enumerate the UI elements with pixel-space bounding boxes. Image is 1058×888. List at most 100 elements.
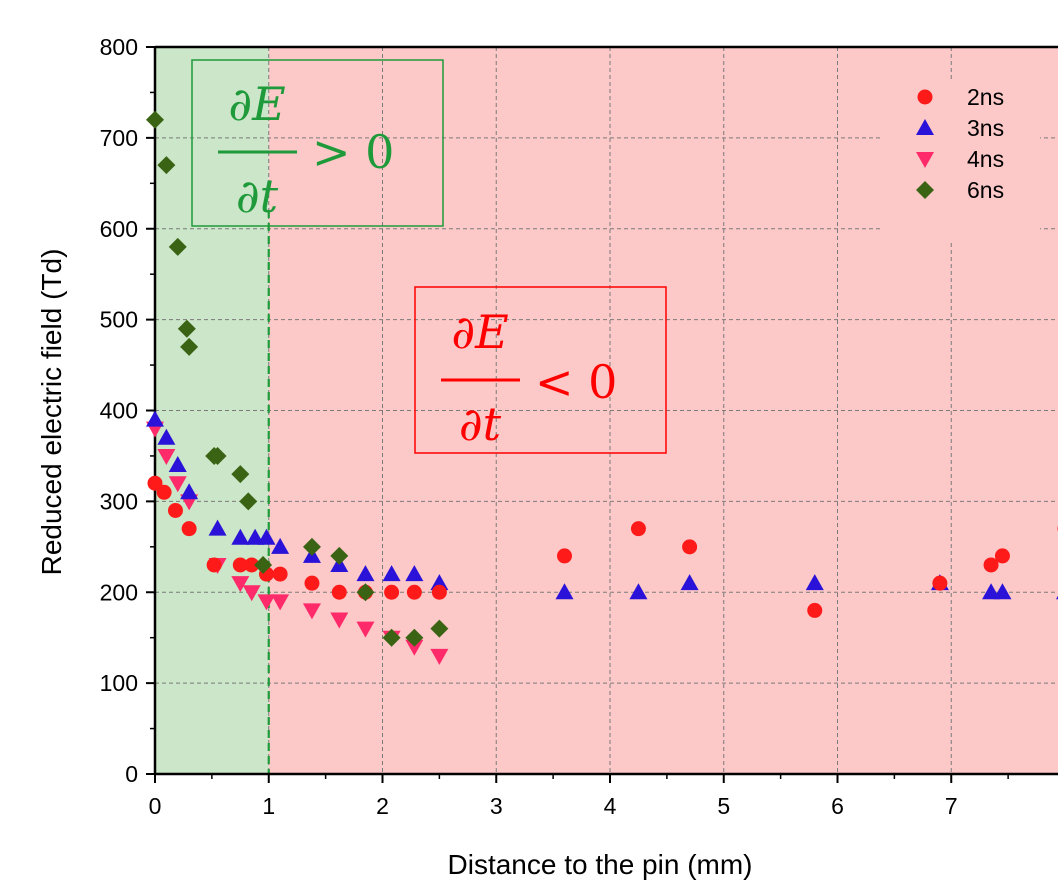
series-2ns <box>147 475 1058 618</box>
data-point <box>180 337 199 356</box>
data-point <box>807 602 823 618</box>
legend-marker <box>916 119 934 135</box>
x-tick-label: 5 <box>717 793 730 819</box>
data-point <box>405 639 424 656</box>
data-point <box>405 628 424 647</box>
data-point <box>356 621 375 638</box>
y-tick-label: 800 <box>100 34 138 60</box>
legend-marker <box>917 89 933 105</box>
data-point <box>302 603 321 620</box>
annotation-denominator: ∂t <box>459 397 502 451</box>
y-tick-label: 500 <box>100 307 138 333</box>
x-axis-label: Distance to the pin (mm) <box>448 849 753 880</box>
data-point <box>242 585 261 602</box>
annotation-numerator: ∂E <box>451 305 508 359</box>
legend-marker <box>916 152 934 168</box>
data-point <box>168 237 187 256</box>
data-point <box>431 584 447 600</box>
data-point <box>271 537 290 554</box>
data-point <box>629 583 648 600</box>
y-tick-label: 100 <box>100 670 138 696</box>
y-axis-label: Reduced electric field (Td) <box>36 249 67 576</box>
data-point <box>257 528 276 545</box>
data-point <box>208 446 227 465</box>
x-tick-label: 2 <box>376 793 389 819</box>
y-tick-labels: 0 100 200 300 400 500 600 700 800 <box>100 34 138 787</box>
data-point <box>982 583 1001 600</box>
data-point <box>231 576 250 593</box>
data-point <box>167 502 183 518</box>
y-tick-label: 600 <box>100 216 138 242</box>
legend-label: 4ns <box>967 146 1004 172</box>
data-point <box>382 628 401 647</box>
data-point <box>630 521 646 537</box>
data-points <box>146 110 1058 665</box>
data-point <box>680 574 699 591</box>
x-tick-label: 1 <box>262 793 275 819</box>
data-point <box>430 648 449 665</box>
data-point <box>208 519 227 536</box>
data-point <box>330 612 349 629</box>
data-point <box>356 583 375 602</box>
data-point <box>304 575 320 591</box>
data-point <box>244 557 260 573</box>
data-point <box>405 565 424 582</box>
series-6ns <box>146 110 449 647</box>
annotation-positive-derivative: ∂E ∂t > 0 <box>191 59 444 227</box>
data-point <box>555 583 574 600</box>
data-point <box>157 156 176 175</box>
data-point <box>384 584 400 600</box>
legend-background <box>880 80 1040 240</box>
data-point <box>232 557 248 573</box>
data-point <box>168 476 187 493</box>
data-point <box>805 574 824 591</box>
data-point <box>231 528 250 545</box>
annotation-relation: < 0 <box>535 355 617 409</box>
legend: 2ns 3ns 4ns 6ns <box>880 80 1040 240</box>
data-point <box>331 584 347 600</box>
legend-label: 2ns <box>967 84 1004 110</box>
data-point <box>168 456 187 473</box>
data-point <box>983 557 999 573</box>
data-point <box>206 557 222 573</box>
annotation-numerator: ∂E <box>228 77 285 131</box>
data-point <box>146 110 164 129</box>
data-point <box>330 546 349 565</box>
data-point <box>302 537 321 556</box>
y-tick-label: 300 <box>100 488 138 514</box>
data-point <box>356 565 375 582</box>
annotation-relation: > 0 <box>312 125 394 179</box>
y-tick-label: 700 <box>100 125 138 151</box>
data-point <box>682 539 698 555</box>
annotation-denominator: ∂t <box>236 169 279 223</box>
data-point <box>146 410 164 427</box>
data-point <box>181 521 197 537</box>
data-point <box>246 528 265 545</box>
annotation-box <box>414 286 667 454</box>
y-tick-label: 0 <box>125 761 138 787</box>
x-tick-label: 6 <box>831 793 844 819</box>
data-point <box>177 319 196 338</box>
data-point <box>557 548 572 564</box>
data-point <box>994 548 1010 564</box>
x-tick-label: 4 <box>604 793 617 819</box>
data-point <box>254 555 273 574</box>
annotation-negative-derivative: ∂E ∂t < 0 <box>414 286 667 454</box>
data-point <box>156 484 172 500</box>
series-4ns <box>146 421 449 665</box>
data-point <box>180 483 199 500</box>
legend-label: 6ns <box>967 177 1004 203</box>
data-point <box>239 492 258 511</box>
x-tick-labels: 012345678 <box>149 793 958 819</box>
data-point <box>257 594 276 611</box>
data-point <box>430 619 449 638</box>
data-point <box>147 475 163 491</box>
data-point <box>157 428 176 445</box>
legend-marker <box>916 181 934 199</box>
data-point <box>406 584 422 600</box>
x-tick-label: 0 <box>149 793 162 819</box>
legend-label: 3ns <box>967 115 1004 141</box>
data-point <box>271 594 290 611</box>
y-tick-label: 200 <box>100 579 138 605</box>
